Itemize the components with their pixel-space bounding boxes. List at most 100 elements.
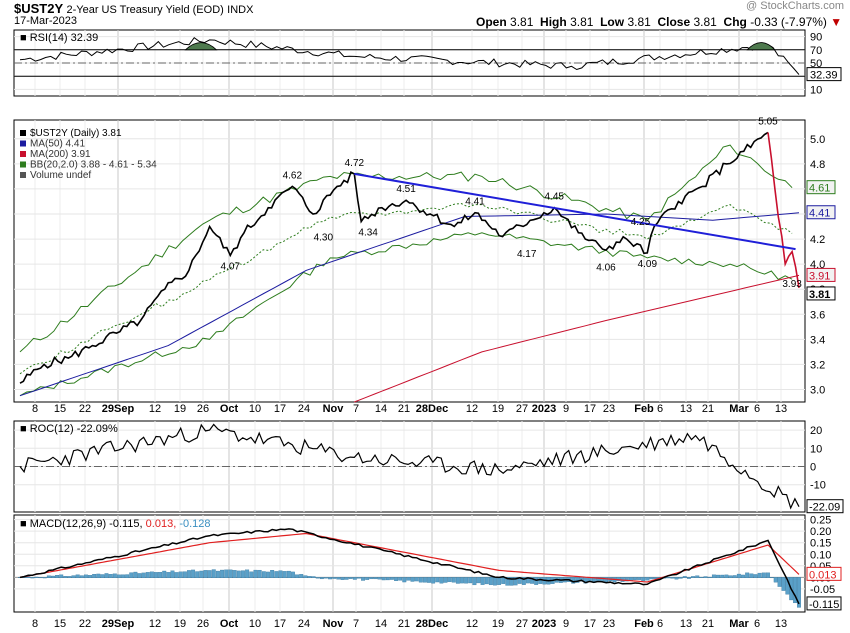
macd-hist-bar (311, 576, 316, 579)
macd-hist-bar (431, 577, 436, 584)
macd-hist-bar (203, 570, 208, 579)
macd-hist-bar (633, 577, 637, 580)
price-right-label: 4.41 (809, 208, 830, 220)
x-tick-label: 13 (680, 618, 692, 630)
macd-hist-bar (414, 577, 419, 582)
rsi-y-tick: 50 (810, 58, 822, 70)
price-y-tick: 4.8 (810, 159, 825, 171)
price-legend-entry: MA(50) 4.41 (30, 139, 85, 150)
macd-hist-bar (682, 576, 687, 579)
macd-hist-bar (104, 573, 109, 579)
price-right-label: 4.61 (809, 183, 830, 195)
macd-hist-bar (257, 569, 262, 579)
macd-hist-bar (389, 577, 394, 580)
macd-hist-bar (649, 577, 654, 580)
macd-hist-bar (332, 577, 337, 579)
x-tick-label: 19 (492, 618, 504, 630)
macd-hist-bar (410, 577, 415, 582)
macd-hist-bar (328, 577, 333, 580)
macd-hist-bar (149, 571, 154, 579)
macd-hist-bar (381, 577, 386, 581)
macd-y-tick: 0.20 (810, 526, 831, 538)
x-tick-label: 21 (702, 403, 714, 415)
roc-last-label: -22.09 (809, 502, 840, 514)
macd-hist-bar (488, 577, 493, 586)
macd-hist-bar (336, 577, 341, 580)
macd-legend-main: ■ MACD(12,26,9) -0.115, (20, 518, 146, 530)
x-tick-label: Feb (634, 618, 654, 630)
macd-hist-bar (418, 577, 423, 583)
macd-hist-bar (497, 577, 502, 585)
x-tick-label: 6 (754, 618, 760, 630)
macd-hist-bar (741, 574, 745, 579)
macd-hist-bar (530, 577, 535, 584)
macd-hist-bar (728, 575, 733, 579)
macd-hist-bar (141, 572, 146, 579)
macd-hist-bar (291, 571, 295, 579)
x-tick-label: Mar (729, 618, 749, 630)
macd-hist-bar (303, 575, 308, 579)
macd-hist-bar (83, 574, 88, 579)
rsi-legend: ■ RSI(14) 32.39 (20, 32, 98, 44)
macd-hist-bar (96, 573, 101, 579)
macd-hist-bar (249, 571, 254, 579)
legend-swatch (20, 161, 26, 168)
macd-hist-bar (716, 574, 721, 579)
macd-hist-bar (385, 577, 390, 581)
x-tick-label: 21 (398, 403, 410, 415)
macd-hist-bar (766, 572, 770, 579)
x-tick-label: 26 (197, 403, 209, 415)
x-tick-label: 17 (274, 618, 286, 630)
macd-hist-bar (51, 575, 55, 579)
macd-hist-bar (55, 575, 60, 579)
macd-hist-bar (174, 572, 179, 579)
macd-hist-bar (447, 577, 452, 582)
low-label: Low (600, 15, 625, 29)
price-annotation: 4.17 (517, 249, 537, 260)
macd-hist-bar (513, 577, 518, 586)
price-line-decline (767, 132, 800, 289)
chg-label: Chg (723, 15, 747, 29)
macd-hist-bar (793, 577, 798, 604)
macd-hist-bar (736, 573, 741, 579)
x-tick-label: 28Dec (416, 618, 448, 630)
x-tick-label: 12 (466, 618, 478, 630)
macd-hist-bar (158, 572, 163, 579)
x-tick-label: 15 (54, 618, 66, 630)
macd-hist-bar (286, 570, 291, 579)
x-tick-label: 24 (298, 618, 310, 630)
macd-hist-bar (319, 577, 324, 580)
macd-y-tick: 0.25 (810, 515, 831, 527)
macd-hist-bar (480, 577, 485, 585)
macd-hist-bar (645, 577, 650, 581)
x-tick-label: 29Sep (102, 618, 135, 630)
macd-hist-bar (604, 577, 609, 582)
macd-hist-bar (484, 577, 489, 585)
high-label: High (540, 15, 567, 29)
roc-legend: ■ ROC(12) -22.09% (20, 423, 118, 435)
macd-right-box (806, 596, 842, 611)
price-right-box (806, 286, 836, 301)
price-y-tick: 5.0 (810, 134, 825, 146)
macd-hist-bar (373, 577, 378, 580)
macd-hist-bar (691, 576, 696, 579)
macd-hist-bar (435, 577, 440, 583)
macd-hist-bar (777, 577, 782, 587)
macd-hist-bar (724, 574, 729, 579)
macd-hist-bar (166, 572, 171, 579)
macd-hist-bar (26, 576, 31, 579)
macd-hist-bar (797, 577, 801, 608)
x-tick-label: 17 (274, 403, 286, 415)
macd-hist-bar (178, 571, 183, 579)
macd-hist-bar (241, 570, 245, 579)
macd-hist-bar (63, 576, 68, 579)
macd-hist-bar (493, 577, 497, 586)
price-annotation: 4.62 (283, 170, 303, 181)
price-annotation: 4.25 (631, 217, 651, 228)
x-tick-label: 27 (516, 618, 528, 630)
macd-hist-bar (187, 570, 191, 579)
macd-hist-bar (377, 577, 382, 580)
macd-hist-bar (753, 574, 758, 579)
price-y-tick: 3.4 (810, 334, 825, 346)
legend-swatch (20, 172, 26, 178)
